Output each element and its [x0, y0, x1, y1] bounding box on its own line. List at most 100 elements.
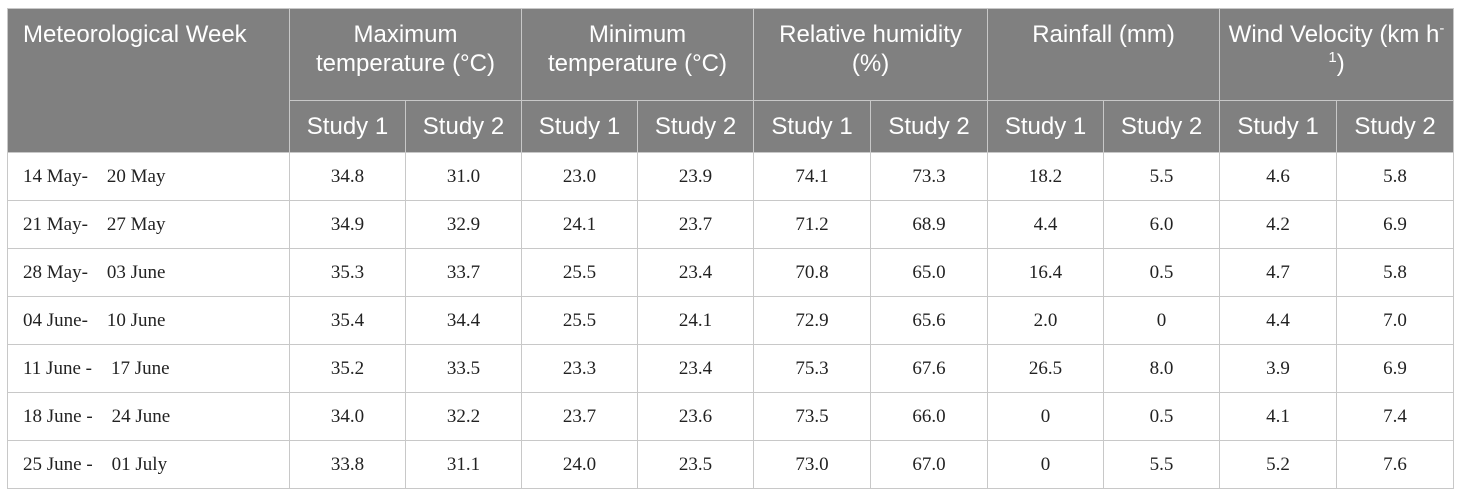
- value-cell: 65.0: [870, 248, 989, 297]
- value-cell: 34.4: [405, 296, 522, 345]
- value-cell: 8.0: [1103, 344, 1221, 393]
- table-body: 14 May- 20 May 34.8 31.0 23.0 23.9 74.1 73.3 18…: [7, 152, 1455, 489]
- week-cell: 14 May- 20 May: [7, 152, 290, 201]
- value-cell: 6.9: [1336, 200, 1455, 249]
- value-cell: 73.0: [753, 440, 872, 489]
- table-row: 25 June - 01 July 33.8 31.1 24.0 23.5 73.0 67.…: [7, 440, 1455, 489]
- header-study-1: Study 1: [289, 100, 406, 153]
- header-study-2: Study 2: [1336, 100, 1455, 153]
- week-cell: 11 June - 17 June: [7, 344, 290, 393]
- value-cell: 5.8: [1336, 152, 1455, 201]
- value-cell: 23.7: [521, 392, 638, 441]
- header-study-2: Study 2: [405, 100, 522, 153]
- value-cell: 0.5: [1103, 392, 1221, 441]
- week-cell: 25 June - 01 July: [7, 440, 290, 489]
- value-cell: 25.5: [521, 296, 638, 345]
- value-cell: 34.9: [289, 200, 406, 249]
- value-cell: 23.5: [636, 440, 755, 489]
- header-meteorological-week: Meteorological Week: [7, 8, 290, 153]
- value-cell: 35.3: [289, 248, 406, 297]
- header-minimum-temperature: Minimum temperature (°C): [520, 8, 755, 101]
- value-cell: 72.9: [753, 296, 872, 345]
- value-cell: 33.8: [289, 440, 406, 489]
- header-study-1: Study 1: [753, 100, 872, 153]
- value-cell: 23.3: [521, 344, 638, 393]
- value-cell: 6.0: [1103, 200, 1221, 249]
- value-cell: 67.6: [870, 344, 989, 393]
- value-cell: 5.5: [1103, 440, 1221, 489]
- value-cell: 16.4: [987, 248, 1105, 297]
- value-cell: 0: [987, 440, 1105, 489]
- value-cell: 0: [1103, 296, 1221, 345]
- header-row-studies: Study 1 Study 2 Study 1 Study 2 Study 1 Study…: [8, 100, 1455, 153]
- value-cell: 70.8: [753, 248, 872, 297]
- header-study-1: Study 1: [521, 100, 638, 153]
- value-cell: 32.2: [405, 392, 522, 441]
- wind-velocity-label: Wind Velocity (km h: [1228, 21, 1440, 48]
- header-maximum-temperature: Maximum temperature (°C): [289, 8, 522, 101]
- value-cell: 4.2: [1219, 200, 1338, 249]
- value-cell: 24.1: [521, 200, 638, 249]
- value-cell: 3.9: [1219, 344, 1338, 393]
- value-cell: 4.4: [1219, 296, 1338, 345]
- value-cell: 4.7: [1219, 248, 1338, 297]
- table-row: 21 May- 27 May 34.9 32.9 24.1 23.7 71.2 68.9 4.…: [7, 200, 1455, 249]
- value-cell: 4.4: [987, 200, 1105, 249]
- weather-table-container: Meteorological Week Maximum temperature …: [7, 8, 1455, 489]
- value-cell: 23.9: [636, 152, 755, 201]
- value-cell: 23.7: [636, 200, 755, 249]
- value-cell: 24.0: [521, 440, 638, 489]
- wind-velocity-exponent: -1: [1328, 20, 1445, 66]
- value-cell: 73.5: [753, 392, 872, 441]
- value-cell: 35.2: [289, 344, 406, 393]
- week-cell: 28 May- 03 June: [7, 248, 290, 297]
- value-cell: 0.5: [1103, 248, 1221, 297]
- meteorological-data-table: Meteorological Week Maximum temperature …: [7, 8, 1455, 489]
- value-cell: 66.0: [870, 392, 989, 441]
- table-row: 04 June- 10 June 35.4 34.4 25.5 24.1 72.9 65.6…: [7, 296, 1455, 345]
- value-cell: 65.6: [870, 296, 989, 345]
- table-row: 28 May- 03 June 35.3 33.7 25.5 23.4 70.8 65.0 1…: [7, 248, 1455, 297]
- header-study-2: Study 2: [870, 100, 989, 153]
- value-cell: 31.0: [405, 152, 522, 201]
- value-cell: 23.4: [636, 344, 755, 393]
- value-cell: 74.1: [753, 152, 872, 201]
- week-cell: 18 June - 24 June: [7, 392, 290, 441]
- header-relative-humidity: Relative humidity (%): [753, 8, 989, 101]
- value-cell: 6.9: [1336, 344, 1455, 393]
- value-cell: 5.5: [1103, 152, 1221, 201]
- value-cell: 2.0: [987, 296, 1105, 345]
- value-cell: 5.8: [1336, 248, 1455, 297]
- table-row: 11 June - 17 June 35.2 33.5 23.3 23.4 75.3 67.…: [7, 344, 1455, 393]
- value-cell: 24.1: [636, 296, 755, 345]
- value-cell: 4.6: [1219, 152, 1338, 201]
- header-study-1: Study 1: [1219, 100, 1338, 153]
- value-cell: 68.9: [870, 200, 989, 249]
- value-cell: 26.5: [987, 344, 1105, 393]
- value-cell: 18.2: [987, 152, 1105, 201]
- header-study-2: Study 2: [636, 100, 755, 153]
- header-study-1: Study 1: [987, 100, 1105, 153]
- week-cell: 21 May- 27 May: [7, 200, 290, 249]
- table-row: 14 May- 20 May 34.8 31.0 23.0 23.9 74.1 73.3 18…: [7, 152, 1455, 201]
- value-cell: 71.2: [753, 200, 872, 249]
- value-cell: 34.8: [289, 152, 406, 201]
- value-cell: 7.0: [1336, 296, 1455, 345]
- value-cell: 33.5: [405, 344, 522, 393]
- value-cell: 23.4: [636, 248, 755, 297]
- header-row-groups: Meteorological Week Maximum temperature …: [7, 8, 1455, 153]
- value-cell: 23.6: [636, 392, 755, 441]
- value-cell: 7.6: [1336, 440, 1455, 489]
- value-cell: 0: [987, 392, 1105, 441]
- value-cell: 73.3: [870, 152, 989, 201]
- value-cell: 23.0: [521, 152, 638, 201]
- value-cell: 34.0: [289, 392, 406, 441]
- header-wind-velocity: Wind Velocity (km h-1): [1219, 8, 1455, 101]
- value-cell: 5.2: [1219, 440, 1338, 489]
- wind-velocity-close: ): [1336, 50, 1345, 77]
- week-cell: 04 June- 10 June: [7, 296, 290, 345]
- header-rainfall: Rainfall (mm): [987, 8, 1221, 101]
- header-study-2: Study 2: [1103, 100, 1221, 153]
- value-cell: 32.9: [405, 200, 522, 249]
- value-cell: 25.5: [521, 248, 638, 297]
